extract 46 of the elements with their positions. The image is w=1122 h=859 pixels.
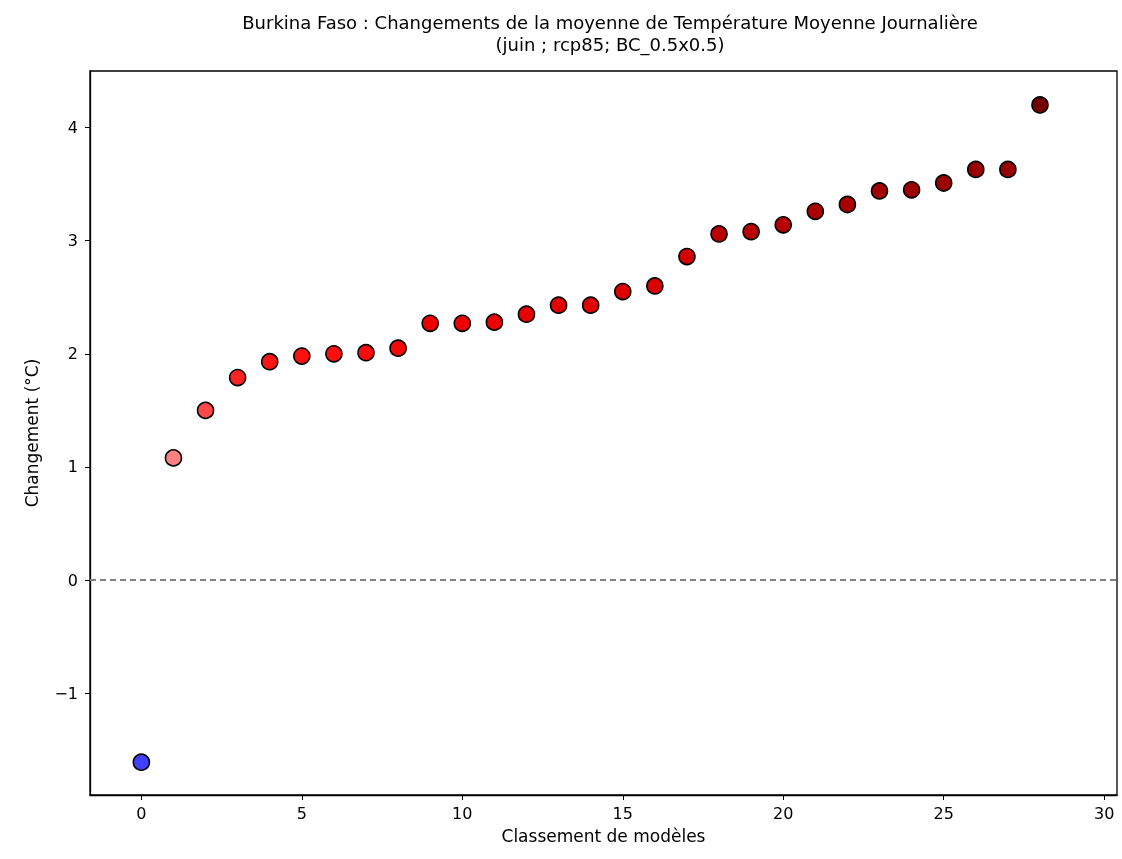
point: [774, 216, 793, 234]
point: [1031, 96, 1049, 114]
x-tick-label: 20: [773, 803, 794, 823]
x-tick-label: 0: [136, 803, 147, 823]
point: [678, 247, 696, 266]
point: [517, 305, 536, 324]
point: [260, 352, 279, 371]
x-tick-label: 15: [612, 803, 633, 823]
y-axis-title: Changement (°C): [21, 358, 42, 508]
point: [549, 296, 568, 314]
x-axis-title: Classement de modèles: [501, 825, 706, 846]
point: [613, 282, 632, 301]
chart-subtitle: (juin ; rcp85; BC_0.5x0.5): [495, 33, 725, 56]
y-tick-label: −1: [54, 683, 78, 703]
point: [421, 314, 439, 333]
point: [967, 160, 985, 179]
point: [293, 347, 311, 365]
x-tick-label: 25: [933, 803, 954, 823]
point: [870, 182, 889, 200]
point: [164, 449, 183, 467]
point: [934, 174, 953, 192]
point: [228, 368, 247, 387]
x-tick-label: 10: [452, 803, 473, 823]
y-tick-label: 4: [67, 118, 78, 138]
point: [196, 401, 215, 420]
y-tick-label: 0: [67, 570, 78, 590]
point: [806, 202, 825, 221]
point: [485, 313, 504, 331]
point: [646, 277, 664, 295]
point: [581, 296, 600, 314]
point: [710, 225, 728, 243]
x-tick-label: 5: [296, 803, 307, 823]
point: [325, 345, 343, 363]
x-tick-label: 30: [1093, 803, 1115, 823]
point: [453, 314, 472, 333]
point: [132, 753, 151, 771]
point: [999, 160, 1017, 179]
y-tick-label: 3: [67, 231, 78, 251]
point: [742, 222, 760, 241]
y-tick-label: 1: [67, 457, 78, 477]
chart-title: Burkina Faso : Changements de la moyenne de Température Moyenne Journalière: [242, 11, 978, 33]
point: [838, 195, 857, 214]
y-tick-label: 2: [67, 344, 78, 364]
point: [389, 339, 407, 357]
point: [357, 343, 375, 362]
point: [902, 180, 921, 199]
